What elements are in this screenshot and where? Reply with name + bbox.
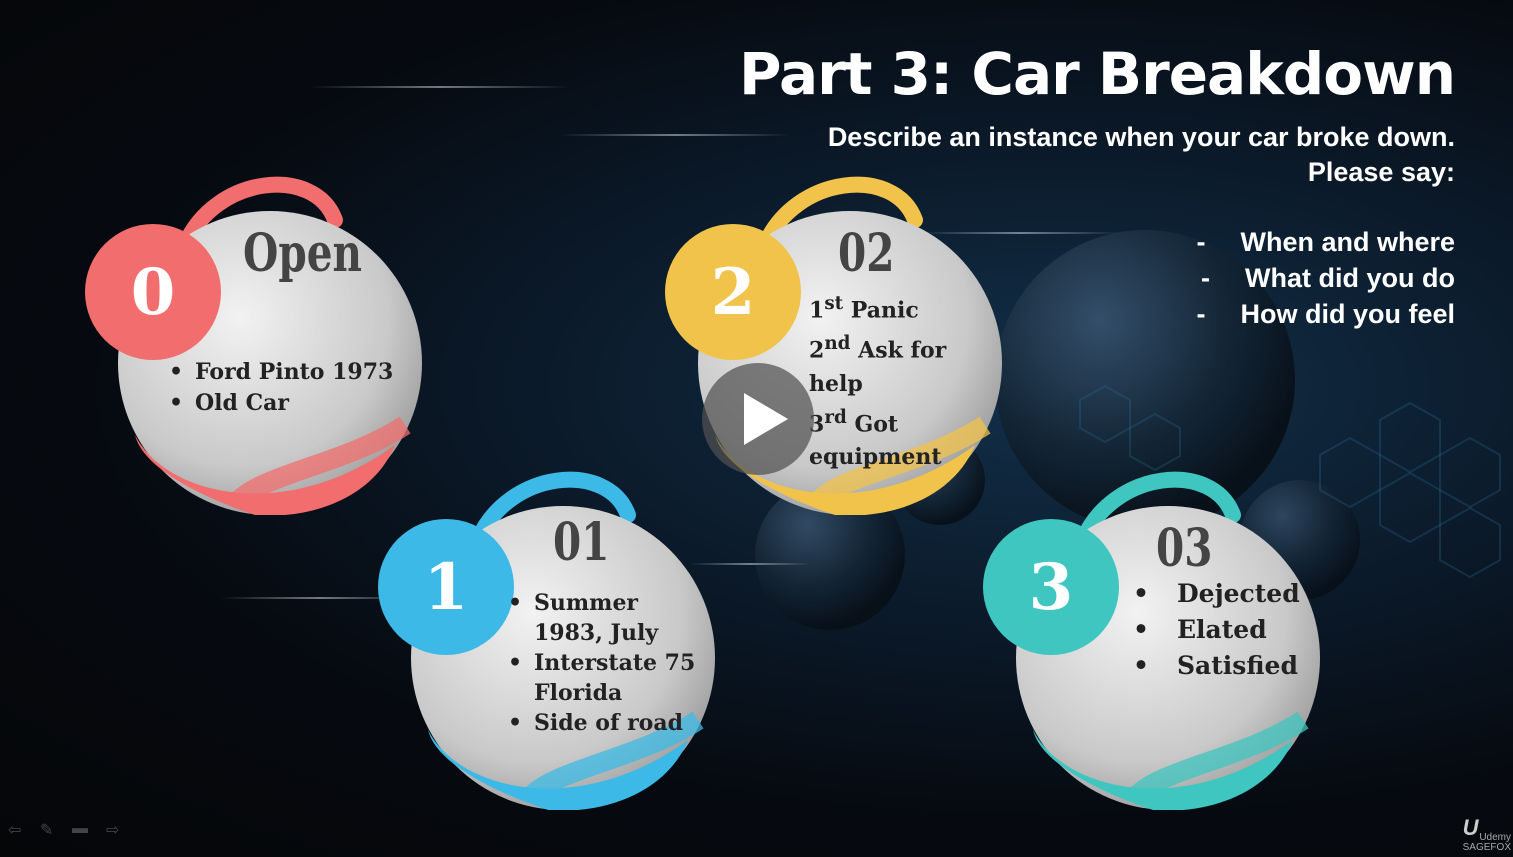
prompt-item: - What did you do xyxy=(1201,263,1455,293)
udemy-logo: U xyxy=(1462,815,1479,840)
card-02: 2 02 1st Panic 2nd Ask for help 3rd Got … xyxy=(665,175,1005,515)
arrow-right-icon[interactable]: ⇨ xyxy=(106,822,120,839)
prompt-item: - How did you feel xyxy=(1196,299,1455,329)
step-item: 1st Panic xyxy=(809,293,919,324)
card-03: 3 03 Dejected Elated Satisfied xyxy=(983,470,1323,810)
list-item: Summer 1983, July xyxy=(504,588,704,648)
card-heading: 02 xyxy=(838,223,895,284)
card-steps: 1st Panic 2nd Ask for help 3rd Got equip… xyxy=(809,287,999,474)
step-item: 2nd Ask for help xyxy=(809,333,947,397)
card-items: Dejected Elated Satisfied xyxy=(1129,576,1300,684)
list-item: Dejected xyxy=(1129,576,1300,612)
card-01: 1 01 Summer 1983, July Interstate 75 Flo… xyxy=(378,470,718,810)
pen-icon[interactable]: ✎ xyxy=(40,822,54,839)
slide-subtitle: Describe an instance when your car broke… xyxy=(828,120,1455,190)
card-number: 1 xyxy=(423,550,469,625)
card-heading: 01 xyxy=(553,512,610,573)
list-item: Elated xyxy=(1129,612,1300,648)
card-items: Ford Pinto 1973 Old Car xyxy=(165,357,393,419)
arrow-left-icon[interactable]: ⇦ xyxy=(8,822,22,839)
card-heading: Open xyxy=(243,223,362,284)
card-number: 3 xyxy=(1028,550,1074,625)
screen-icon[interactable]: ▬ xyxy=(72,820,88,837)
card-number: 2 xyxy=(710,255,756,330)
list-item: Interstate 75 Florida xyxy=(504,648,704,708)
subtitle-line: Describe an instance when your car broke… xyxy=(827,122,1455,152)
card-heading: 03 xyxy=(1156,518,1213,579)
list-item: Side of road xyxy=(504,708,704,738)
prompt-item: - When and where xyxy=(1196,227,1455,257)
watermark: U Udemy SAGEFOX xyxy=(1462,815,1511,853)
card-items: Summer 1983, July Interstate 75 Florida … xyxy=(504,588,704,738)
list-item: Old Car xyxy=(165,388,393,419)
slide-title: Part 3: Car Breakdown xyxy=(739,40,1456,108)
prompt-list: - When and where - What did you do - How di… xyxy=(1196,224,1455,332)
card-open: 0 Open Ford Pinto 1973 Old Car xyxy=(85,175,425,515)
list-item: Satisfied xyxy=(1129,648,1300,684)
subtitle-line: Please say: xyxy=(1307,157,1455,187)
card-number: 0 xyxy=(130,255,176,330)
step-item: 3rd Got equipment xyxy=(809,406,942,470)
play-button[interactable] xyxy=(702,363,814,475)
play-icon xyxy=(744,393,788,445)
list-item: Ford Pinto 1973 xyxy=(165,357,393,388)
